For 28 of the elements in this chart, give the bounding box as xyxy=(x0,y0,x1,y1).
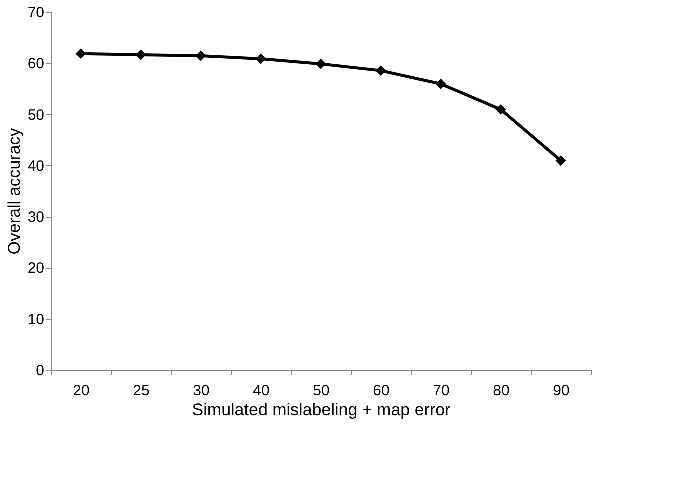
x-tick-label: 90 xyxy=(553,382,570,400)
x-tick-label: 40 xyxy=(253,382,270,400)
x-axis-title: Simulated mislabeling + map error xyxy=(192,400,452,420)
point xyxy=(136,50,146,60)
x-tick-label: 30 xyxy=(193,382,210,400)
y-tick-label: 30 xyxy=(28,209,44,226)
point xyxy=(256,54,266,64)
x-tick-label: 80 xyxy=(493,382,510,400)
point xyxy=(196,50,206,62)
y-tick-label: 40 xyxy=(28,158,44,175)
point xyxy=(316,58,326,70)
y-tick-label: 50 xyxy=(28,106,44,124)
x-tick-label: 50 xyxy=(313,382,330,400)
point xyxy=(436,78,446,90)
y-tick-label: 20 xyxy=(28,260,44,278)
x-tick-label: 25 xyxy=(133,382,150,400)
y-tick-label: 60 xyxy=(28,56,44,73)
point xyxy=(376,66,386,76)
y-tick-label: 70 xyxy=(28,4,44,22)
x-tick-label: 70 xyxy=(433,382,450,400)
x-tick-label: 20 xyxy=(73,382,90,400)
y-tick-label: 10 xyxy=(28,311,44,328)
y-axis-title: Overall accuracy xyxy=(4,128,24,255)
point xyxy=(76,48,86,60)
point xyxy=(556,156,566,166)
y-tick-label: 0 xyxy=(36,362,44,380)
point xyxy=(496,104,506,115)
x-tick-label: 60 xyxy=(373,382,390,400)
